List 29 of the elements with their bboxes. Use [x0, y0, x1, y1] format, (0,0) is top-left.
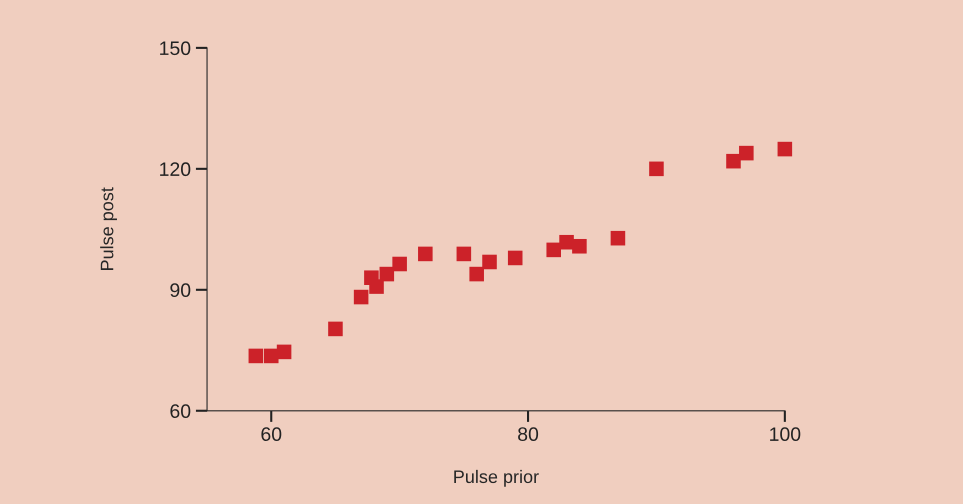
x-axis-title: Pulse prior — [454, 470, 539, 487]
point — [610, 230, 626, 246]
point — [546, 242, 562, 258]
point — [456, 246, 472, 262]
point — [264, 348, 279, 364]
point — [649, 162, 664, 176]
y-tick-label: 120 — [160, 162, 190, 176]
point — [469, 266, 484, 282]
point — [328, 322, 343, 336]
point — [508, 250, 522, 266]
point — [482, 254, 497, 270]
point — [369, 279, 384, 294]
point — [726, 154, 741, 168]
point — [778, 142, 792, 156]
y-tick-label: 150 — [160, 41, 190, 56]
point — [418, 246, 433, 262]
y-tick-label: 60 — [170, 404, 190, 418]
point — [380, 266, 394, 282]
y-axis-title: Pulse post — [100, 187, 117, 270]
point — [248, 348, 264, 364]
x-tick-label: 60 — [261, 427, 282, 442]
point — [354, 290, 368, 304]
point — [572, 238, 587, 254]
point — [392, 256, 407, 272]
x-tick-label: 100 — [770, 427, 800, 442]
point — [276, 344, 292, 360]
x-tick-label: 80 — [518, 427, 538, 442]
point — [739, 146, 754, 160]
y-tick-label: 90 — [170, 283, 190, 298]
